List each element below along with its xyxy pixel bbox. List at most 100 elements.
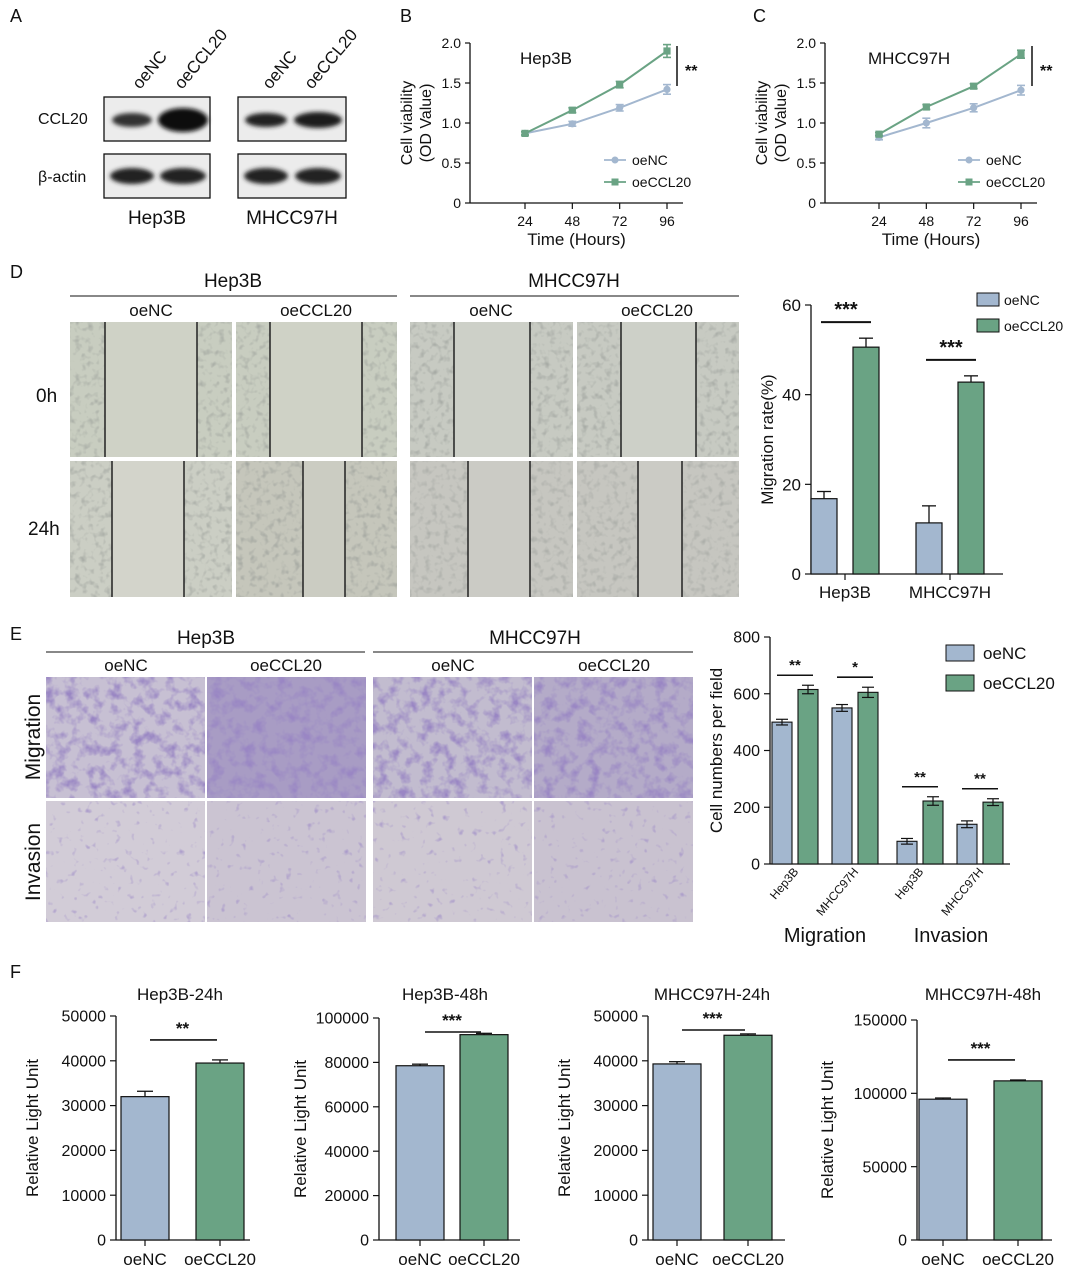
condition-label-mhcc97h-oenc: oeNC — [431, 656, 474, 675]
cell-line-label-hep3b: Hep3B — [128, 208, 186, 229]
panel-letter-f: F — [10, 962, 21, 982]
band-actin-mhcc97h-oeccl20 — [295, 168, 341, 184]
y-axis-label: Relative Light Unit — [23, 1059, 42, 1197]
bar-oeCCL20 — [922, 800, 944, 865]
legend-label-oeCCL20: oeCCL20 — [983, 674, 1055, 693]
x-tick-label: oeNC — [123, 1250, 166, 1265]
y-tick-label: 0 — [898, 1233, 907, 1250]
group-label-hep3b: Hep3B — [204, 271, 262, 292]
panel-letter-a: A — [10, 6, 22, 26]
y-axis-label: Cell numbers per field — [707, 668, 726, 833]
chart-b-hep3b-viability: B Hep3B 0 0.5 1.0 1.5 2.0 24 48 72 96 Time (Hours) C… — [399, 6, 698, 249]
bar-oeNC — [652, 1063, 702, 1241]
y-tick-label: 0 — [808, 195, 816, 211]
bar-oeCCL20 — [857, 691, 879, 865]
y-tick-label: 0.5 — [442, 155, 462, 171]
assay-label-invasion: Invasion — [22, 823, 45, 901]
legend-marker-oeCCL20 — [965, 178, 973, 186]
data-point-oeNC — [616, 104, 624, 112]
scratch-image-mhcc97h-oenc-24h — [410, 461, 573, 597]
x-axis-label: Time (Hours) — [527, 230, 626, 249]
scratch-image-mhcc97h-oeccl20-24h — [577, 461, 739, 597]
data-point-oeCCL20 — [568, 106, 576, 114]
condition-label-hep3b-oeccl20: oeCCL20 — [280, 301, 352, 320]
chart-title: MHCC97H — [868, 49, 950, 68]
y-tick-label: 40000 — [594, 1053, 639, 1070]
y-tick-label: 100000 — [854, 1086, 907, 1103]
chart-f-hep3b-48h: Hep3B-48h 0 20000 40000 60000 80000 100000 Rela… — [291, 985, 520, 1265]
transwell-image-hep3b-oenc-migration — [46, 677, 205, 798]
panel-letter: B — [400, 6, 412, 26]
data-point-oeCCL20 — [1017, 50, 1025, 58]
scratch-image-hep3b-oeccl20-24h — [236, 461, 397, 597]
significance-label: * — [852, 659, 858, 676]
y-tick-label: 30000 — [594, 1098, 639, 1115]
band-actin-hep3b-oeccl20 — [160, 168, 206, 184]
panel-letter: C — [753, 6, 766, 26]
legend-marker-oeNC — [965, 156, 973, 164]
y-axis-label-line1: Cell viability — [754, 81, 771, 165]
y-tick-label: 600 — [733, 686, 760, 703]
y-axis-label: Relative Light Unit — [291, 1060, 310, 1198]
y-axis-label-line1: Cell viability — [399, 81, 416, 165]
condition-label-hep3b-oeccl20: oeCCL20 — [250, 656, 322, 675]
band-ccl20-mhcc97h-oenc — [245, 113, 287, 127]
panel-a: A oeNC oeCCL20 oeNC oeCCL20 CCL20 β-acti… — [10, 6, 361, 229]
x-tick-label: 48 — [919, 213, 935, 229]
series-line-oeNC — [524, 88, 668, 135]
legend-label-oeNC: oeNC — [986, 152, 1022, 168]
data-point-oeCCL20 — [922, 103, 930, 111]
x-tick-label: oeCCL20 — [712, 1250, 784, 1265]
row-label-ccl20: CCL20 — [38, 111, 88, 128]
legend-swatch-oeCCL20 — [976, 318, 1000, 333]
bar-oeNC — [810, 498, 838, 575]
y-tick-label: 0 — [453, 195, 461, 211]
x-axis-label: Time (Hours) — [882, 230, 981, 249]
y-axis-label: Migration rate(%) — [758, 374, 777, 504]
band-actin-hep3b-oenc — [110, 168, 154, 184]
lane-label-mhcc97h-oenc: oeNC — [259, 47, 301, 93]
bar-oeCCL20 — [982, 801, 1004, 865]
y-tick-label: 50000 — [594, 1009, 639, 1026]
scratch-image-hep3b-oenc-0h — [70, 322, 232, 457]
legend-label-oeCCL20: oeCCL20 — [1004, 318, 1063, 334]
scratch-image-hep3b-oeccl20-0h — [236, 322, 397, 457]
significance-label: ** — [914, 769, 926, 786]
y-axis-label-line2: (OD Value) — [773, 84, 790, 163]
y-tick-label: 0 — [360, 1233, 369, 1250]
x-tick-label: 72 — [966, 213, 982, 229]
data-point-oeNC — [1017, 86, 1025, 94]
transwell-image-mhcc97h-oeccl20-invasion — [534, 801, 693, 922]
x-tick-label: 48 — [565, 213, 581, 229]
scratch-image-mhcc97h-oeccl20-0h — [577, 322, 739, 457]
y-tick-label: 10000 — [62, 1188, 107, 1205]
lane-label-hep3b-oenc: oeNC — [129, 47, 171, 93]
y-tick-label: 2.0 — [442, 35, 462, 51]
x-tick-label: 96 — [659, 213, 675, 229]
y-tick-label: 0.5 — [797, 155, 817, 171]
bar-oeCCL20 — [723, 1034, 773, 1241]
x-tick-label: oeCCL20 — [982, 1250, 1054, 1265]
x-tick-label: Hep3B — [892, 865, 926, 902]
bar-oeCCL20 — [957, 381, 985, 575]
condition-label-mhcc97h-oeccl20: oeCCL20 — [578, 656, 650, 675]
y-tick-label: 150000 — [854, 1013, 907, 1030]
condition-label-mhcc97h-oeccl20: oeCCL20 — [621, 301, 693, 320]
lane-label-mhcc97h-oeccl20: oeCCL20 — [301, 25, 362, 92]
x-tick-label: 24 — [871, 213, 887, 229]
data-point-oeCCL20 — [970, 82, 978, 90]
bar-oeCCL20 — [993, 1080, 1043, 1241]
group-label-hep3b: Hep3B — [177, 628, 235, 649]
significance-label: *** — [442, 1011, 462, 1030]
y-tick-label: 50000 — [863, 1159, 908, 1176]
x-tick-label: 96 — [1013, 213, 1029, 229]
panel-letter-e: E — [10, 624, 22, 644]
panel-e: E Hep3B MHCC97H oeNC oeCCL20 oeNC oeCCL2… — [10, 624, 693, 922]
y-tick-label: 40000 — [325, 1144, 370, 1161]
x-tick-label: MHCC97H — [909, 583, 991, 602]
y-tick-label: 20 — [782, 475, 801, 494]
series-line-oeNC — [878, 89, 1022, 139]
y-tick-label: 20000 — [62, 1143, 107, 1160]
y-axis-label: Relative Light Unit — [818, 1061, 837, 1199]
